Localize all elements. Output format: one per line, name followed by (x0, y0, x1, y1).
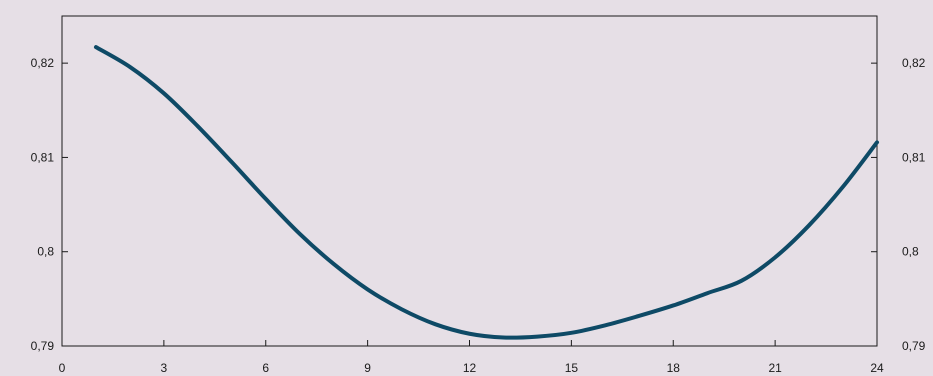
data-point (639, 315, 640, 316)
x-tick-label: 18 (667, 361, 681, 375)
data-point (775, 257, 776, 258)
data-point (741, 280, 742, 281)
data-point (809, 225, 810, 226)
data-point (707, 293, 708, 294)
y-tick-label-left: 0,8 (37, 245, 54, 259)
data-point (163, 93, 164, 94)
x-tick-label: 21 (768, 361, 782, 375)
data-point (265, 198, 266, 199)
data-point (843, 186, 844, 187)
data-point (673, 305, 674, 306)
data-point (537, 336, 538, 337)
x-tick-label: 24 (870, 361, 884, 375)
x-tick-label: 3 (161, 361, 168, 375)
x-tick-label: 6 (262, 361, 269, 375)
data-point (333, 263, 334, 264)
x-tick-label: 0 (59, 361, 66, 375)
data-point (469, 333, 470, 334)
x-tick-label: 12 (463, 361, 477, 375)
x-tick-label: 9 (364, 361, 371, 375)
data-point (95, 47, 96, 48)
data-point (129, 66, 130, 67)
y-tick-label-right: 0,81 (902, 150, 926, 164)
data-point (299, 233, 300, 234)
data-point (231, 162, 232, 163)
y-tick-label-left: 0,79 (31, 339, 55, 353)
y-tick-label-right: 0,82 (902, 56, 926, 70)
plot-area (62, 16, 877, 346)
y-tick-label-right: 0,8 (902, 245, 919, 259)
data-point (503, 337, 504, 338)
data-point (367, 289, 368, 290)
x-tick-label: 15 (565, 361, 579, 375)
data-point (877, 142, 878, 143)
data-point (197, 126, 198, 127)
y-tick-label-left: 0,82 (31, 56, 55, 70)
data-point (435, 324, 436, 325)
data-point (605, 325, 606, 326)
y-tick-label-left: 0,81 (31, 150, 55, 164)
data-point (571, 332, 572, 333)
right-y-axis: 0,79 0,8 0,81 0,82 (871, 56, 926, 353)
data-point (401, 309, 402, 310)
y-tick-label-right: 0,79 (902, 339, 926, 353)
